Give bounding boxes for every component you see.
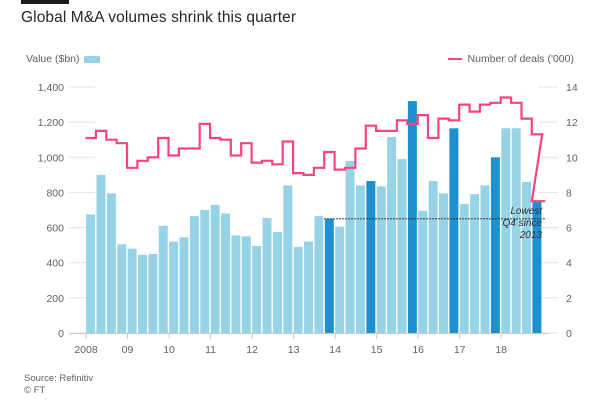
value-bar — [158, 225, 168, 333]
value-bar — [449, 128, 459, 333]
value-bar — [314, 216, 324, 333]
value-bar — [221, 213, 231, 333]
value-bar — [439, 193, 448, 333]
value-bar — [387, 137, 397, 333]
deals-line — [85, 96, 546, 203]
legend-value-label: Value ($bn) — [26, 53, 80, 65]
value-bar — [96, 174, 106, 333]
value-bar — [231, 235, 241, 333]
value-bar — [470, 194, 480, 333]
value-bar — [200, 210, 210, 333]
value-bar — [522, 181, 532, 333]
value-bar — [428, 181, 438, 333]
right-tick-label: 2 — [566, 293, 572, 305]
value-bar — [179, 237, 189, 333]
value-bar — [407, 101, 417, 333]
value-bar — [169, 241, 179, 333]
left-tick-label: 600 — [46, 223, 64, 235]
x-tick-label: 17 — [454, 344, 466, 356]
value-bar — [127, 248, 137, 333]
value-bar — [117, 244, 127, 333]
value-bar — [532, 202, 542, 333]
legend-value-swatch — [83, 55, 100, 63]
value-bar — [148, 253, 158, 333]
annotation-line-2: Q4 since — [503, 218, 543, 229]
left-tick-label: 1,000 — [38, 152, 64, 164]
value-bar — [376, 186, 386, 333]
x-tick-label: 14 — [329, 344, 341, 356]
legend-deals-label: Number of deals ('000) — [467, 53, 574, 65]
value-bar — [480, 185, 490, 333]
copyright-text: © FT — [24, 385, 46, 396]
legend-value: Value ($bn) — [26, 53, 100, 65]
right-tick-label: 12 — [566, 117, 578, 129]
value-bar — [106, 193, 116, 333]
right-tick-label: 10 — [566, 152, 578, 164]
right-tick-label: 14 — [566, 82, 578, 94]
value-bar — [283, 185, 293, 333]
x-tick-label: 11 — [205, 344, 216, 356]
left-tick-label: 1,200 — [38, 117, 64, 129]
value-bar — [366, 181, 376, 333]
value-bar — [335, 226, 345, 333]
x-tick-label: 2008 — [74, 344, 98, 356]
value-bar — [324, 218, 334, 333]
value-bar — [345, 160, 355, 333]
left-tick-label: 400 — [46, 258, 64, 270]
left-tick-label: 1,400 — [38, 82, 64, 94]
value-bar — [490, 157, 500, 333]
right-tick-label: 8 — [566, 187, 572, 199]
source-text: Source: Refinitiv — [24, 373, 94, 384]
x-tick-label: 16 — [412, 344, 424, 356]
value-bar — [189, 216, 199, 333]
chart-title: Global M&A volumes shrink this quarter — [21, 9, 297, 26]
left-tick-label: 0 — [58, 328, 64, 340]
value-bar — [304, 241, 314, 333]
left-tick-label: 800 — [46, 187, 64, 199]
annotation-line-1: Lowest — [510, 206, 543, 217]
right-tick-label: 6 — [566, 223, 572, 235]
value-bar — [511, 128, 521, 333]
value-bar — [501, 128, 511, 333]
legend-deals: Number of deals ('000) — [447, 53, 574, 65]
value-bar — [241, 236, 251, 333]
x-tick-label: 09 — [122, 344, 134, 356]
x-tick-label: 12 — [246, 344, 258, 356]
value-bar — [210, 204, 220, 333]
annotation-line-3: 2013 — [519, 230, 543, 241]
right-tick-label: 0 — [566, 328, 572, 340]
value-bar — [459, 203, 469, 333]
value-bar — [397, 159, 407, 333]
header-rule — [21, 0, 69, 4]
value-bar — [262, 217, 272, 333]
value-bar — [293, 246, 303, 333]
value-bar — [355, 185, 365, 333]
left-tick-label: 200 — [46, 293, 64, 305]
value-bar — [138, 254, 147, 333]
legend-deals-swatch — [447, 58, 462, 60]
value-bar — [272, 231, 282, 333]
x-tick-label: 15 — [371, 344, 383, 356]
value-bar — [418, 210, 428, 333]
value-bar — [86, 214, 96, 333]
right-tick-label: 4 — [566, 258, 572, 270]
x-tick-label: 13 — [288, 344, 300, 356]
x-tick-label: 10 — [163, 344, 175, 356]
source-note: Source: Refinitiv © FT — [24, 373, 93, 397]
x-tick-label: 18 — [495, 344, 507, 356]
value-bar — [252, 246, 262, 333]
